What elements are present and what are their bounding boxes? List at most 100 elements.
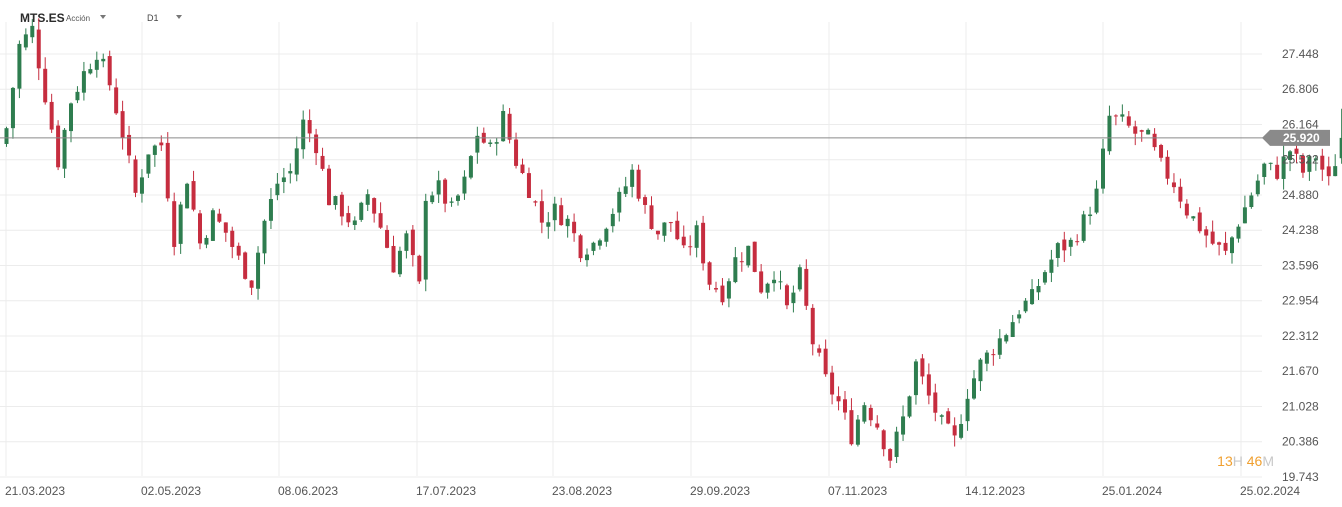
candle-body [385,229,390,248]
candle-body [243,252,248,279]
candle-body [268,199,273,221]
candle-body [346,213,351,223]
candle-body [1197,212,1202,232]
candle-body [314,134,319,154]
candle-body [862,405,867,422]
x-tick-label: 21.03.2023 [5,484,65,498]
candle-body [726,281,731,299]
candle-body [1275,164,1280,179]
candle-body [855,419,860,445]
candle-body [810,307,815,345]
candle-body [365,194,370,205]
candle-body [630,169,635,187]
candle-body [610,213,615,227]
candle-body [694,225,699,248]
candle-body [56,125,61,168]
candle-body [1230,237,1234,254]
candle-body [475,135,480,153]
candle-body [501,110,506,142]
candle-body [1146,129,1151,135]
candle-body [307,120,312,134]
candle-body [320,155,325,169]
candle-body [720,285,725,303]
candle-body [972,378,976,399]
candle-body [707,262,712,285]
candle-body [784,285,789,306]
candle-body [1307,156,1312,172]
candle-body [127,134,132,156]
candle-body [1107,115,1112,152]
candle-body [165,142,170,199]
candle-body [688,246,693,248]
candle-body [526,173,531,198]
candle-body [488,142,493,144]
symbol-dropdown-icon[interactable] [100,15,106,19]
candle-body [984,352,989,364]
candle-body [1030,289,1035,305]
candle-body [778,281,783,283]
y-tick-label: 27.448 [1282,47,1319,61]
candle-body [1152,133,1157,148]
candle-body [997,338,1002,355]
candle-body [1191,216,1196,219]
candle-body [843,399,847,413]
candle-body [623,186,628,194]
candle-body [159,142,164,146]
timeframe-selector[interactable]: D1 [147,13,159,23]
candle-body [597,240,602,246]
x-tick-label: 17.07.2023 [416,484,476,498]
candle-body [378,213,383,228]
countdown-minutes-unit: M [1262,453,1274,469]
candle-body [1333,166,1338,177]
candle-body [978,359,983,382]
candle-body [649,205,654,229]
candle-body [256,252,261,289]
candle-body [191,181,196,210]
candle-body [410,229,415,256]
candle-body [1242,207,1247,224]
candle-body [507,113,512,140]
candle-body [655,230,660,235]
candle-body [1223,242,1228,251]
candle-body [468,156,473,178]
candle-body [1036,286,1041,293]
candle-body [443,179,448,204]
candle-body [533,201,538,203]
candle-body [868,407,873,421]
candle-body [1075,241,1080,243]
candle-body [791,292,796,304]
current-price-marker: 25.920 [0,129,1330,146]
candle-body [759,271,764,293]
candle-body [120,111,125,138]
candle-body [662,222,667,236]
x-tick-label: 08.06.2023 [278,484,338,498]
candle-body [991,354,996,356]
candle-body [617,191,622,213]
x-tick-label: 25.02.2024 [1240,484,1300,498]
candle-body [675,220,680,240]
candle-body [30,25,35,38]
candle-body [572,221,577,234]
candle-body [404,233,409,251]
countdown-hours-unit: H [1232,453,1243,469]
candle-body [772,279,777,284]
candle-body [894,431,899,457]
candle-body [1113,115,1118,117]
chart-header: MTS.ES Acción D1 [0,0,400,34]
candle-body [339,194,344,217]
candle-body [888,449,893,461]
symbol-label[interactable]: MTS.ES [20,11,65,25]
candle-body [449,201,454,203]
candle-body [139,177,144,194]
candle-body [965,398,970,422]
candle-body [1300,156,1305,173]
candle-body [901,416,906,435]
candle-body [146,154,151,174]
candle-body [417,255,422,282]
timeframe-dropdown-icon[interactable] [176,15,182,19]
candle-body [204,237,209,245]
candle-body [1171,182,1176,188]
candle-body [1042,272,1047,283]
candle-body [10,87,15,129]
